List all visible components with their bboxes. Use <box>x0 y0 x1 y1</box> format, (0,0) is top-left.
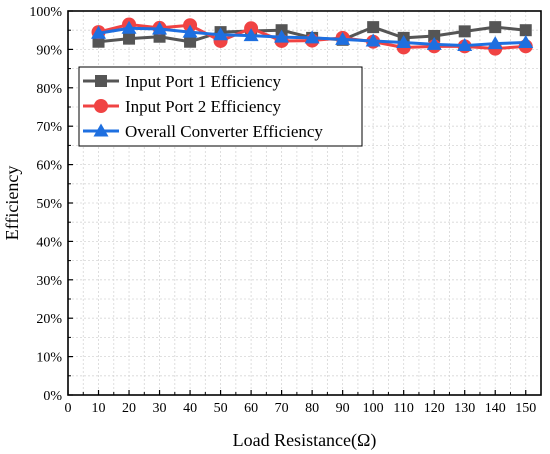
y-tick-label: 80% <box>36 82 62 97</box>
y-tick-label: 50% <box>36 197 62 212</box>
x-tick-label: 50 <box>214 401 228 416</box>
data-point <box>121 20 137 34</box>
x-tick-label: 70 <box>275 401 289 416</box>
data-point <box>367 21 380 34</box>
data-point <box>426 36 442 50</box>
legend-marker <box>93 123 109 137</box>
legend-label: Input Port 1 Efficiency <box>125 72 281 91</box>
data-point <box>519 24 532 37</box>
data-point <box>91 25 107 39</box>
x-tick-label: 130 <box>454 401 475 416</box>
x-tick-label: 20 <box>122 401 136 416</box>
data-point <box>489 21 502 34</box>
legend-label: Overall Converter Efficiency <box>125 122 323 141</box>
data-point <box>428 29 441 42</box>
axis-ticks: 0 10 20 30 40 50 60 70 80 90 100 110 120 130 140 150 0% 1… <box>29 5 536 416</box>
x-axis-title: Load Resistance(Ω) <box>233 430 377 451</box>
y-tick-label: 100% <box>29 5 62 20</box>
x-tick-label: 120 <box>424 401 445 416</box>
x-tick-label: 30 <box>153 401 167 416</box>
x-tick-label: 0 <box>65 401 72 416</box>
data-point <box>365 33 381 47</box>
x-tick-label: 60 <box>244 401 258 416</box>
y-tick-label: 10% <box>36 351 62 366</box>
y-tick-label: 70% <box>36 120 62 135</box>
x-tick-label: 140 <box>485 401 506 416</box>
series-layer <box>91 17 534 56</box>
legend-marker <box>95 75 107 87</box>
data-point <box>213 27 229 41</box>
x-tick-label: 80 <box>305 401 319 416</box>
data-point <box>304 30 320 44</box>
legend: Input Port 1 Efficiency Input Port 2 Effi… <box>78 66 363 147</box>
y-axis-title: Efficiency <box>2 166 22 241</box>
data-point <box>458 25 471 38</box>
data-point <box>152 21 168 35</box>
x-tick-label: 10 <box>92 401 106 416</box>
y-tick-label: 40% <box>36 235 62 250</box>
data-point <box>274 29 290 43</box>
data-point <box>182 24 198 38</box>
legend-label: Input Port 2 Efficiency <box>125 97 281 116</box>
x-tick-label: 110 <box>393 401 413 416</box>
x-tick-label: 90 <box>336 401 350 416</box>
y-tick-label: 60% <box>36 159 62 174</box>
data-point <box>457 38 473 52</box>
y-tick-label: 30% <box>36 274 62 289</box>
x-tick-label: 100 <box>363 401 384 416</box>
data-point <box>396 34 412 48</box>
legend-box <box>78 66 363 147</box>
data-point <box>123 32 136 45</box>
data-point <box>487 36 503 50</box>
data-point <box>184 35 197 48</box>
y-tick-label: 20% <box>36 312 62 327</box>
data-point <box>243 28 259 42</box>
legend-marker <box>94 99 108 113</box>
series-3 <box>91 20 534 52</box>
x-tick-label: 40 <box>183 401 197 416</box>
data-point <box>518 34 534 48</box>
y-tick-label: 90% <box>36 43 62 58</box>
x-tick-label: 150 <box>515 401 536 416</box>
data-point <box>335 31 351 45</box>
y-tick-label: 0% <box>43 389 62 404</box>
